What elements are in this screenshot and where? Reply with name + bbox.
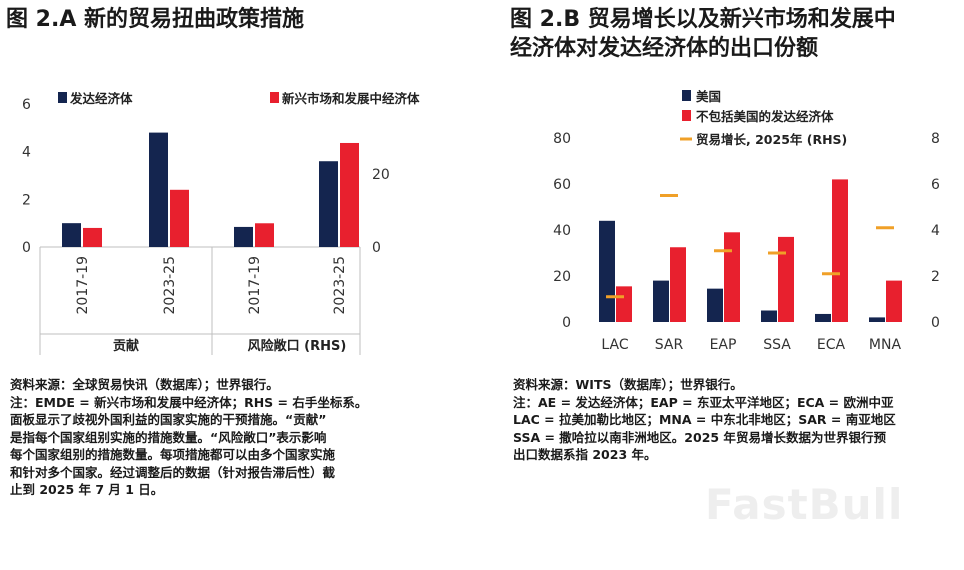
bar bbox=[255, 223, 274, 247]
y-left-tick: 40 bbox=[553, 223, 571, 239]
x-tick-label: SAR bbox=[655, 337, 684, 353]
bar bbox=[149, 132, 168, 247]
x-tick-label: LAC bbox=[601, 337, 628, 353]
watermark-logo: FastBull bbox=[705, 480, 904, 529]
bar-ae-ex-us bbox=[886, 280, 902, 322]
bar bbox=[319, 161, 338, 247]
y-left-tick: 2 bbox=[22, 192, 31, 208]
legend-label-trade-growth: 贸易增长, 2025年 (RHS) bbox=[696, 132, 847, 147]
note-line: LAC = 拉美加勒比地区；MNA = 中东北非地区；SAR = 南亚地区 bbox=[513, 412, 896, 427]
bar-us bbox=[761, 310, 777, 322]
x-tick-label: 2023-25 bbox=[162, 256, 178, 315]
note-line: 注：EMDE = 新兴市场和发展中经济体；RHS = 右手坐标系。 bbox=[10, 394, 368, 410]
group-label: 风险敞口 (RHS) bbox=[248, 338, 347, 354]
y-right-tick: 0 bbox=[372, 240, 381, 256]
x-tick-label: 2017-19 bbox=[247, 256, 263, 315]
note-line: 资料来源：WITS（数据库）；世界银行。 bbox=[513, 377, 743, 392]
bar bbox=[170, 189, 189, 247]
bar bbox=[234, 226, 253, 247]
panel-b-title-line-1: 图 2.B 贸易增长以及新兴市场和发展中 bbox=[510, 7, 896, 32]
x-tick-label: EAP bbox=[710, 337, 737, 353]
y-right-tick: 0 bbox=[931, 315, 940, 331]
x-tick-label: 2023-25 bbox=[332, 256, 348, 315]
y-right-tick: 20 bbox=[372, 167, 390, 183]
note-line: 每个国家组别的措施数量。每项措施都可以由多个国家实施 bbox=[10, 447, 336, 462]
note-line: 是指每个国家组别实施的措施数量。“风险敞口”表示影响 bbox=[10, 429, 327, 445]
bar-ae-ex-us bbox=[670, 247, 686, 322]
legend-swatch-ae-ex-us bbox=[682, 110, 691, 121]
bar-ae-ex-us bbox=[778, 236, 794, 322]
y-left-tick: 4 bbox=[22, 145, 31, 161]
note-line: 和针对多个国家。经过调整后的数据（针对报告滞后性）截 bbox=[10, 464, 336, 480]
legend-label-us: 美国 bbox=[696, 89, 721, 104]
x-tick-label: MNA bbox=[869, 337, 902, 353]
note-line: 面板显示了歧视外国利益的国家实施的干预措施。“贡献” bbox=[10, 412, 327, 427]
note-line: SSA = 撒哈拉以南非洲地区。2025 年贸易增长数据为世界银行预 bbox=[513, 429, 886, 445]
legend-label-emde: 新兴市场和发展中经济体 bbox=[282, 91, 420, 106]
y-right-tick: 4 bbox=[931, 223, 940, 239]
x-tick-label: 2017-19 bbox=[75, 256, 91, 315]
bar bbox=[83, 227, 102, 247]
bar bbox=[62, 223, 81, 247]
legend-label-advanced: 发达经济体 bbox=[69, 91, 133, 106]
bar-us bbox=[707, 288, 723, 322]
note-line: 注：AE = 发达经济体；EAP = 东亚太平洋地区；ECA = 欧洲中亚 bbox=[513, 394, 894, 410]
bar-us bbox=[599, 220, 615, 322]
y-left-tick: 0 bbox=[562, 315, 571, 331]
bar-ae-ex-us bbox=[724, 232, 740, 322]
y-left-tick: 60 bbox=[553, 177, 571, 193]
panel-b-title: 图 2.B 贸易增长以及新兴市场和发展中 经济体对发达经济体的出口份额 bbox=[510, 5, 896, 63]
panel-a-notes: 资料来源：全球贸易快讯（数据库）；世界银行。 注：EMDE = 新兴市场和发展中… bbox=[10, 376, 367, 499]
y-left-tick: 0 bbox=[22, 240, 31, 256]
y-right-tick: 6 bbox=[931, 177, 940, 193]
bar-us bbox=[815, 313, 831, 322]
y-left-tick: 6 bbox=[22, 97, 31, 113]
bar bbox=[340, 142, 359, 247]
legend-label-ae-ex-us: 不包括美国的发达经济体 bbox=[696, 109, 834, 124]
y-left-tick: 20 bbox=[553, 269, 571, 285]
panel-a-title: 图 2.A 新的贸易扭曲政策措施 bbox=[6, 7, 305, 32]
note-line: 资料来源：全球贸易快讯（数据库）；世界银行。 bbox=[10, 377, 279, 392]
y-right-tick: 8 bbox=[931, 131, 940, 147]
legend-swatch-advanced bbox=[58, 92, 67, 103]
x-tick-label: ECA bbox=[817, 337, 846, 353]
bar-us bbox=[869, 317, 885, 322]
bar-us bbox=[653, 280, 669, 322]
group-label: 贡献 bbox=[113, 338, 139, 354]
panel-b-notes: 资料来源：WITS（数据库）；世界银行。 注：AE = 发达经济体；EAP = … bbox=[513, 376, 896, 464]
legend-swatch-us bbox=[682, 90, 691, 101]
note-line: 出口数据系指 2023 年。 bbox=[513, 447, 657, 462]
y-right-tick: 2 bbox=[931, 269, 940, 285]
bar-ae-ex-us bbox=[616, 286, 632, 322]
note-line: 止到 2025 年 7 月 1 日。 bbox=[10, 482, 164, 497]
legend-swatch-emde bbox=[270, 92, 279, 103]
x-tick-label: SSA bbox=[763, 337, 791, 353]
chart-a: 发达经济体 新兴市场和发展中经济体 0 2 4 6 0 20 2017-19 2023-25 201… bbox=[22, 91, 420, 355]
panel-b-title-line-2: 经济体对发达经济体的出口份额 bbox=[510, 36, 819, 61]
y-left-tick: 80 bbox=[553, 131, 571, 147]
bar-ae-ex-us bbox=[832, 179, 848, 322]
